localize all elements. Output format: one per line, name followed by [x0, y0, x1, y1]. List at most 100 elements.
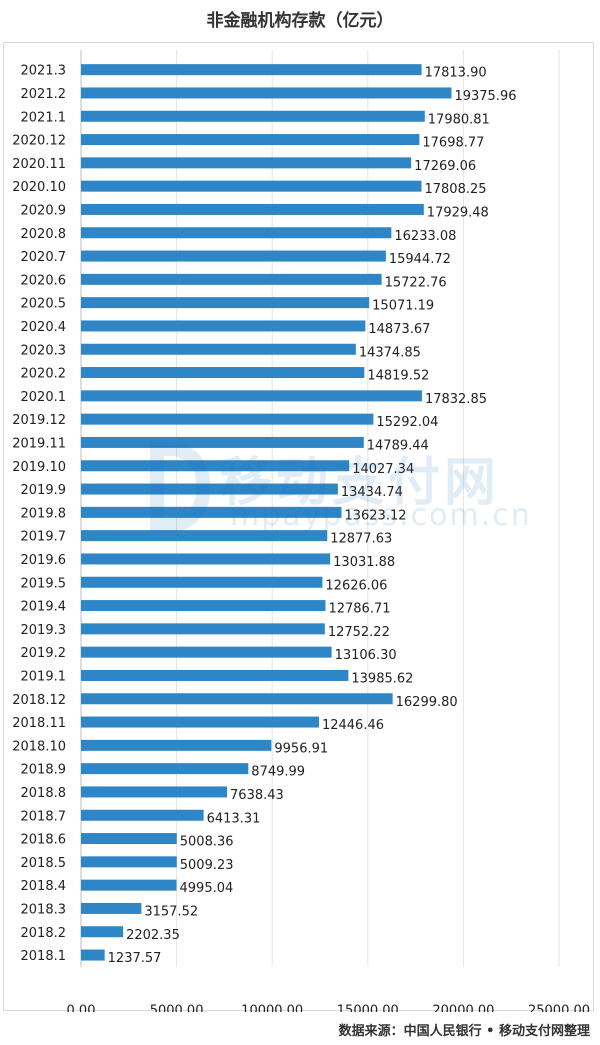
bar	[81, 669, 349, 681]
data-label: 9956.91	[274, 741, 328, 756]
category-label: 2019.11	[12, 436, 66, 451]
x-tick-label: 15000.00	[337, 1004, 399, 1012]
data-label: 17808.25	[424, 182, 486, 197]
data-label: 12752.22	[328, 625, 390, 640]
data-label: 15071.19	[372, 299, 434, 314]
bar	[81, 693, 393, 705]
category-label: 2018.7	[21, 809, 67, 824]
bar	[81, 902, 142, 914]
bar	[81, 483, 338, 495]
category-label: 2020.7	[21, 250, 67, 265]
bar	[81, 460, 350, 472]
bar	[81, 926, 124, 938]
data-label: 13985.62	[351, 671, 413, 686]
bar	[81, 530, 328, 542]
category-label: 2020.12	[12, 134, 66, 149]
category-label: 2020.4	[21, 320, 67, 335]
x-tick-label: 5000.00	[150, 1004, 204, 1012]
category-label: 2018.12	[12, 693, 66, 708]
data-label: 12786.71	[328, 602, 390, 617]
data-label: 12877.63	[330, 532, 392, 547]
category-label: 2020.11	[12, 157, 66, 172]
data-label: 17929.48	[427, 205, 489, 220]
category-label: 2019.1	[21, 669, 67, 684]
category-label: 2018.2	[21, 926, 67, 941]
bar	[81, 576, 323, 588]
bar	[81, 87, 452, 99]
data-label: 6413.31	[207, 811, 261, 826]
category-label: 2018.1	[21, 949, 67, 964]
category-label: 2019.10	[12, 460, 66, 475]
bar	[81, 600, 326, 612]
category-label: 2018.11	[12, 716, 66, 731]
data-label: 14027.34	[352, 462, 414, 477]
data-label: 14819.52	[367, 369, 429, 384]
data-label: 14789.44	[367, 438, 429, 453]
category-label: 2020.3	[21, 343, 67, 358]
bar	[81, 320, 366, 332]
source-note: 数据来源：中国人民银行 • 移动支付网整理	[338, 1024, 590, 1039]
bar	[81, 110, 425, 122]
data-label: 14873.67	[368, 322, 430, 337]
bar	[81, 250, 386, 262]
category-label: 2020.2	[21, 367, 67, 382]
bar	[81, 553, 331, 565]
bar	[81, 157, 412, 169]
data-label: 12626.06	[325, 578, 387, 593]
data-label: 17698.77	[422, 136, 484, 151]
data-label: 5008.36	[180, 835, 234, 850]
bar	[81, 809, 204, 821]
category-label: 2020.1	[21, 390, 67, 405]
data-label: 14374.85	[359, 345, 421, 360]
data-label: 13623.12	[344, 508, 406, 523]
x-tick-label: 0.00	[67, 1004, 96, 1012]
category-label: 2019.9	[21, 483, 67, 498]
data-label: 17832.85	[425, 392, 487, 407]
bar	[81, 506, 342, 518]
category-label: 2019.5	[21, 576, 67, 591]
data-label: 2202.35	[126, 928, 180, 943]
data-label: 8749.99	[251, 765, 305, 780]
data-label: 16233.08	[394, 229, 456, 244]
data-label: 3157.52	[144, 904, 198, 919]
data-label: 5009.23	[180, 858, 234, 873]
category-label: 2018.10	[12, 739, 66, 754]
x-tick-label: 20000.00	[432, 1004, 494, 1012]
x-tick-label: 10000.00	[241, 1004, 303, 1012]
bar	[81, 413, 374, 425]
category-label: 2018.4	[21, 879, 67, 894]
category-label: 2019.4	[21, 600, 67, 615]
category-label: 2019.6	[21, 553, 67, 568]
bar	[81, 646, 332, 658]
category-label: 2021.1	[21, 110, 67, 125]
bar	[81, 390, 422, 402]
category-label: 2020.5	[21, 297, 67, 312]
chart-title: 非金融机构存款（亿元）	[206, 11, 394, 31]
category-label: 2019.7	[21, 530, 67, 545]
category-label: 2019.8	[21, 506, 67, 521]
data-label: 15722.76	[385, 275, 447, 290]
category-label: 2020.8	[21, 227, 67, 242]
category-label: 2021.2	[21, 87, 67, 102]
data-label: 17980.81	[428, 112, 490, 127]
bar	[81, 273, 382, 285]
bar	[81, 739, 272, 751]
data-label: 17269.06	[414, 159, 476, 174]
bar	[81, 856, 177, 868]
bar	[81, 786, 228, 798]
bar	[81, 343, 356, 355]
bar	[81, 367, 365, 379]
category-label: 2019.2	[21, 646, 67, 661]
x-tick-label: 25000.00	[528, 1004, 590, 1012]
bar	[81, 833, 177, 845]
data-label: 13031.88	[333, 555, 395, 570]
category-label: 2018.3	[21, 902, 67, 917]
category-label: 2018.8	[21, 786, 67, 801]
category-label: 2020.10	[12, 180, 66, 195]
data-label: 16299.80	[396, 695, 458, 710]
bar	[81, 64, 422, 76]
data-label: 15292.04	[376, 415, 438, 430]
category-label: 2021.3	[21, 64, 67, 79]
bar	[81, 203, 424, 215]
bar	[81, 763, 249, 775]
